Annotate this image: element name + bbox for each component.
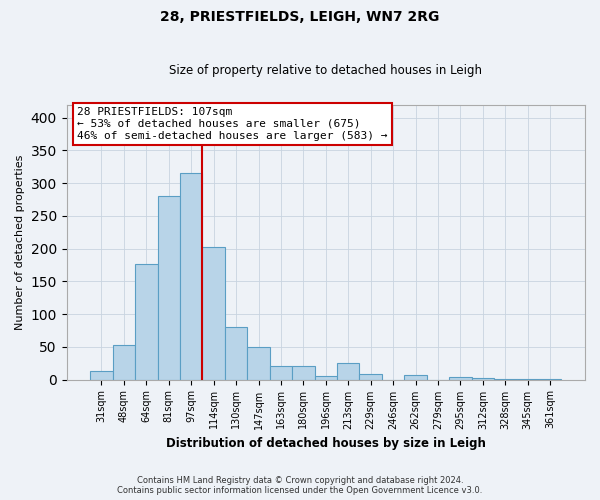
Bar	[449, 377, 472, 380]
Bar	[359, 374, 382, 380]
Text: 28 PRIESTFIELDS: 107sqm
← 53% of detached houses are smaller (675)
46% of semi-d: 28 PRIESTFIELDS: 107sqm ← 53% of detache…	[77, 108, 388, 140]
Bar	[90, 371, 113, 380]
Bar	[292, 366, 314, 380]
Bar	[180, 174, 202, 380]
Text: Contains HM Land Registry data © Crown copyright and database right 2024.
Contai: Contains HM Land Registry data © Crown c…	[118, 476, 482, 495]
Bar	[135, 264, 158, 380]
Bar	[472, 378, 494, 380]
Bar	[158, 196, 180, 380]
Bar	[314, 376, 337, 380]
Bar	[404, 375, 427, 380]
Y-axis label: Number of detached properties: Number of detached properties	[15, 154, 25, 330]
Bar	[517, 379, 539, 380]
X-axis label: Distribution of detached houses by size in Leigh: Distribution of detached houses by size …	[166, 437, 486, 450]
Bar	[494, 379, 517, 380]
Title: Size of property relative to detached houses in Leigh: Size of property relative to detached ho…	[169, 64, 482, 77]
Text: 28, PRIESTFIELDS, LEIGH, WN7 2RG: 28, PRIESTFIELDS, LEIGH, WN7 2RG	[160, 10, 440, 24]
Bar	[337, 363, 359, 380]
Bar	[270, 366, 292, 380]
Bar	[539, 379, 562, 380]
Bar	[247, 347, 270, 380]
Bar	[225, 326, 247, 380]
Bar	[113, 345, 135, 380]
Bar	[202, 246, 225, 380]
